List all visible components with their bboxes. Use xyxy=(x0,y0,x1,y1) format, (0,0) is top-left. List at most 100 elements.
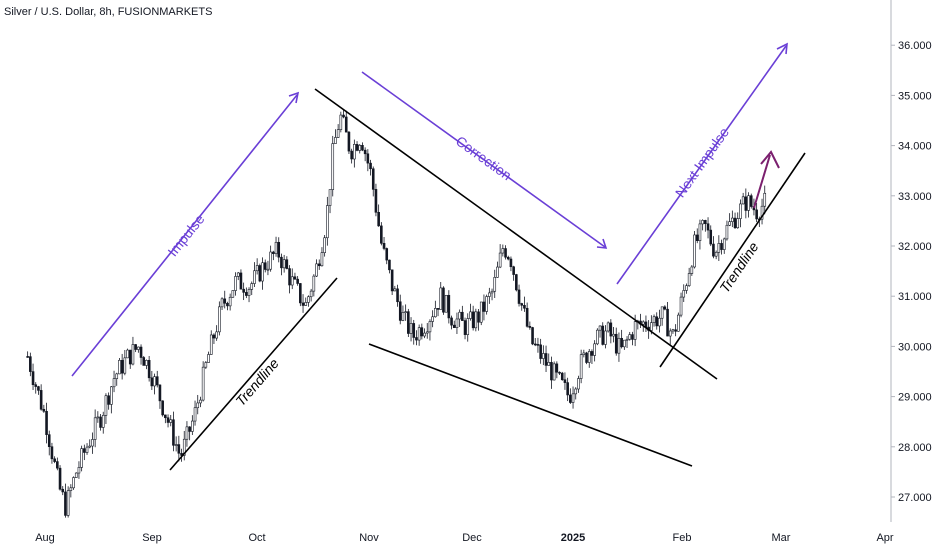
candle-body xyxy=(155,376,159,386)
candle-body xyxy=(633,321,637,340)
candle-body xyxy=(134,344,137,350)
candle-body xyxy=(612,333,615,337)
candle-body xyxy=(147,360,151,379)
candle-body xyxy=(496,266,499,278)
candle-body xyxy=(188,426,191,432)
candle-body xyxy=(169,419,173,423)
candle-body xyxy=(185,426,189,440)
candle-body xyxy=(242,288,245,293)
candle-body xyxy=(53,458,56,462)
candle-body xyxy=(706,223,710,231)
candle-body xyxy=(609,322,613,337)
x-tick-label: Mar xyxy=(772,532,791,544)
candle-body xyxy=(582,352,586,356)
candle-body xyxy=(323,237,326,253)
x-tick-label: Aug xyxy=(35,532,55,544)
y-tick-label: 35.000 xyxy=(898,90,932,102)
candle-body xyxy=(685,285,688,291)
candle-body xyxy=(347,131,351,152)
candle-body xyxy=(690,266,694,274)
candle-body xyxy=(166,417,170,423)
candle-body xyxy=(763,192,767,207)
candle-body xyxy=(547,362,551,366)
candle-body xyxy=(428,321,432,333)
price-axis[interactable]: 27.000 28.000 29.000 30.000 31.000 32.000 33.0… xyxy=(891,40,932,504)
candle-body xyxy=(444,294,448,313)
correction-upper-trendline[interactable] xyxy=(314,88,718,380)
candle-body xyxy=(409,323,413,334)
candle-body xyxy=(164,414,167,419)
candle-body xyxy=(174,444,178,446)
candle-body xyxy=(358,145,362,151)
next-impulse-trendline[interactable] xyxy=(659,152,806,368)
candle-body xyxy=(377,211,380,227)
candle-body xyxy=(158,384,162,402)
candle-body xyxy=(274,241,278,255)
candle-body xyxy=(666,308,669,337)
candle-body xyxy=(579,354,583,379)
candle-body xyxy=(388,259,391,271)
candle-body xyxy=(142,357,146,366)
candle-body xyxy=(587,351,591,363)
impulse-trendline[interactable] xyxy=(169,277,338,471)
candle-body xyxy=(566,382,569,396)
candle-body xyxy=(593,343,596,356)
candle-body xyxy=(463,320,467,335)
candle-body xyxy=(596,329,599,345)
candle-body xyxy=(110,386,113,405)
candle-body xyxy=(107,395,110,405)
candle-body xyxy=(404,311,407,313)
candle-body xyxy=(474,311,478,329)
candle-body xyxy=(263,262,267,270)
time-axis[interactable]: Aug Sep Oct Nov Dec 2025 Feb Mar Apr xyxy=(35,532,894,544)
candle-body xyxy=(569,394,572,403)
candle-body xyxy=(652,316,656,323)
candle-body xyxy=(104,395,108,416)
impulse-arrow[interactable] xyxy=(71,91,300,377)
candle-body xyxy=(37,386,40,391)
candle-body xyxy=(47,434,51,448)
candle-body xyxy=(574,388,578,395)
candle-body xyxy=(509,258,513,268)
candle-body xyxy=(350,150,353,160)
candle-body xyxy=(301,302,305,306)
next-move-arrow[interactable] xyxy=(753,150,780,209)
candle-body xyxy=(585,352,588,363)
candle-body xyxy=(552,363,556,381)
candle-body xyxy=(139,346,143,358)
candle-body xyxy=(234,276,237,291)
candle-body xyxy=(498,252,502,268)
candle-body xyxy=(755,209,758,220)
candle-body xyxy=(550,362,553,381)
chart-title: Silver / U.S. Dollar, 8h, FUSIONMARKETS xyxy=(4,6,213,18)
correction-lower-trendline[interactable] xyxy=(368,343,693,467)
candle-body xyxy=(749,195,753,207)
candle-body xyxy=(328,189,332,206)
candle-body xyxy=(601,325,605,345)
y-tick-label: 28.000 xyxy=(898,442,932,454)
candle-body xyxy=(455,318,459,328)
next-impulse-arrow[interactable] xyxy=(616,42,788,285)
candle-body xyxy=(450,317,453,326)
candle-body xyxy=(50,446,54,460)
candle-body xyxy=(717,243,721,253)
candle-body xyxy=(398,301,402,321)
candle-body xyxy=(272,251,275,255)
candle-body xyxy=(720,243,723,250)
candle-body xyxy=(382,242,386,249)
candles-layer xyxy=(26,109,767,518)
candle-body xyxy=(26,356,29,358)
candle-body xyxy=(452,324,456,328)
candle-body xyxy=(520,303,524,306)
correction-arrow[interactable] xyxy=(361,71,608,249)
candle-body xyxy=(245,292,248,296)
candle-body xyxy=(45,410,48,435)
candle-body xyxy=(658,317,661,327)
candle-body xyxy=(531,327,534,345)
candle-body xyxy=(598,325,602,331)
candle-body xyxy=(471,311,475,329)
candle-body xyxy=(74,472,78,478)
candle-body xyxy=(299,283,302,304)
candle-body xyxy=(533,343,537,346)
